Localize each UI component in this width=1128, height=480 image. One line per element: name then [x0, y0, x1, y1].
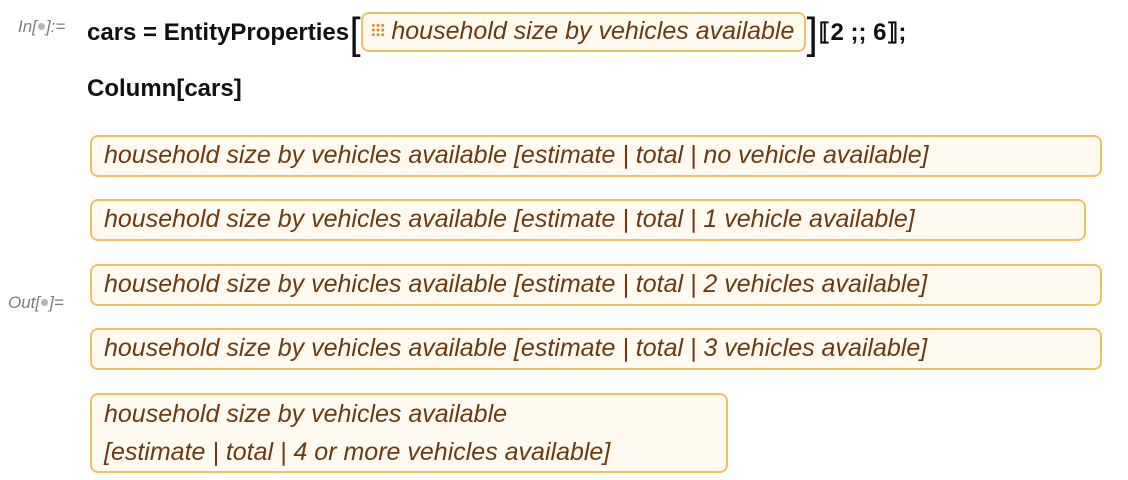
- output-label-start: Out[: [8, 293, 41, 312]
- property-chip-label: household size by vehicles available [es…: [104, 141, 929, 169]
- entity-grid-icon: [371, 23, 386, 37]
- property-chip[interactable]: household size by vehicles available [es…: [90, 264, 1102, 306]
- output-cell-label: Out[ ]=: [8, 293, 64, 313]
- open-bracket-icon: [: [349, 9, 361, 58]
- cell-number-placeholder-icon: [41, 299, 49, 307]
- property-chip[interactable]: household size by vehicles available [es…: [90, 199, 1086, 241]
- cell-number-placeholder-icon: [37, 23, 45, 31]
- property-chip-label: household size by vehicles available [es…: [104, 205, 915, 233]
- code-text: cars = EntityProperties: [87, 19, 350, 46]
- close-bracket-icon: ]: [807, 9, 819, 58]
- input-label-start: In[: [18, 17, 37, 36]
- property-chip[interactable]: household size by vehicles available [es…: [90, 135, 1102, 177]
- property-chip[interactable]: household size by vehicles available [es…: [90, 328, 1102, 370]
- entity-chip[interactable]: household size by vehicles available: [361, 12, 807, 52]
- output-label-end: ]=: [49, 293, 64, 312]
- code-text: Column[cars]: [87, 75, 242, 102]
- input-cell-label: In[ ]:=: [18, 17, 65, 37]
- input-label-end: ]:=: [45, 17, 66, 36]
- property-chip-label: [estimate | total | 4 or more vehicles a…: [104, 438, 611, 466]
- entity-chip-label: household size by vehicles available: [391, 17, 795, 45]
- code-part-spec: ⟦2 ;; 6⟧;: [818, 19, 907, 46]
- property-chip-label: household size by vehicles available [es…: [104, 270, 928, 298]
- property-chip-label: household size by vehicles available [es…: [104, 334, 928, 362]
- input-line-1[interactable]: cars = EntityProperties[ household size b…: [87, 12, 906, 56]
- property-chip-label: household size by vehicles available: [104, 400, 508, 428]
- property-chip[interactable]: household size by vehicles available [es…: [90, 393, 728, 473]
- input-line-2[interactable]: Column[cars]: [87, 75, 242, 103]
